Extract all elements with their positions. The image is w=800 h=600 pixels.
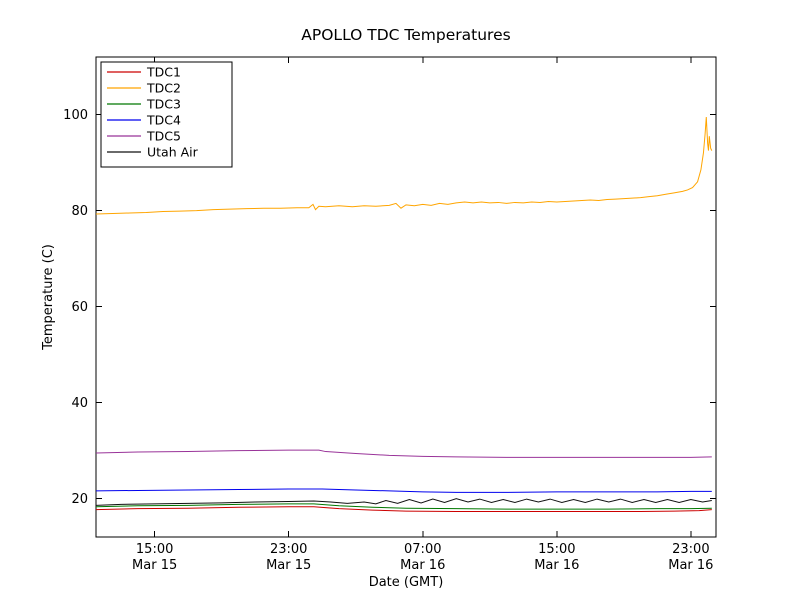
legend-entry-tdc1: TDC1 xyxy=(107,65,181,80)
series-line-tdc1 xyxy=(95,506,712,513)
legend-label: TDC1 xyxy=(146,65,181,80)
y-tick-label: 60 xyxy=(71,300,88,315)
y-tick-label: 100 xyxy=(63,108,88,123)
series-line-tdc5 xyxy=(95,449,712,458)
y-tick-label: 80 xyxy=(71,204,88,219)
x-tick-label: 15:00 xyxy=(136,542,173,557)
y-tick-label: 40 xyxy=(71,396,88,411)
legend-label: Utah Air xyxy=(147,145,199,160)
legend-label: TDC4 xyxy=(146,113,181,128)
x-tick-label: 23:00 xyxy=(672,542,709,557)
legend-entry-tdc5: TDC5 xyxy=(107,129,181,144)
series-line-tdc3 xyxy=(95,503,712,510)
y-axis-label: Temperature (C) xyxy=(41,244,56,351)
x-tick-label: 15:00 xyxy=(538,542,575,557)
series-line-tdc2 xyxy=(95,116,713,215)
legend-entry-tdc2: TDC2 xyxy=(107,81,181,96)
legend-entry-tdc4: TDC4 xyxy=(107,113,181,128)
x-tick-sublabel: Mar 16 xyxy=(668,558,713,573)
plot-border xyxy=(95,56,717,538)
series-line-tdc4 xyxy=(95,488,712,493)
y-tick-label: 20 xyxy=(71,492,88,507)
series-line-utah-air xyxy=(95,498,712,506)
x-tick-sublabel: Mar 16 xyxy=(534,558,579,573)
x-tick-label: 23:00 xyxy=(270,542,307,557)
legend-label: TDC2 xyxy=(146,81,181,96)
x-tick-sublabel: Mar 15 xyxy=(132,558,177,573)
legend-label: TDC3 xyxy=(146,97,181,112)
x-tick-label: 07:00 xyxy=(404,542,441,557)
legend-label: TDC5 xyxy=(146,129,181,144)
series-layer xyxy=(95,116,713,513)
legend-entry-tdc3: TDC3 xyxy=(107,97,181,112)
x-tick-sublabel: Mar 16 xyxy=(400,558,445,573)
legend-entry-utah-air: Utah Air xyxy=(107,145,199,160)
legend-box xyxy=(100,61,233,168)
chart-title: APOLLO TDC Temperatures xyxy=(301,26,510,44)
x-tick-sublabel: Mar 15 xyxy=(266,558,311,573)
x-axis-label: Date (GMT) xyxy=(369,575,444,590)
